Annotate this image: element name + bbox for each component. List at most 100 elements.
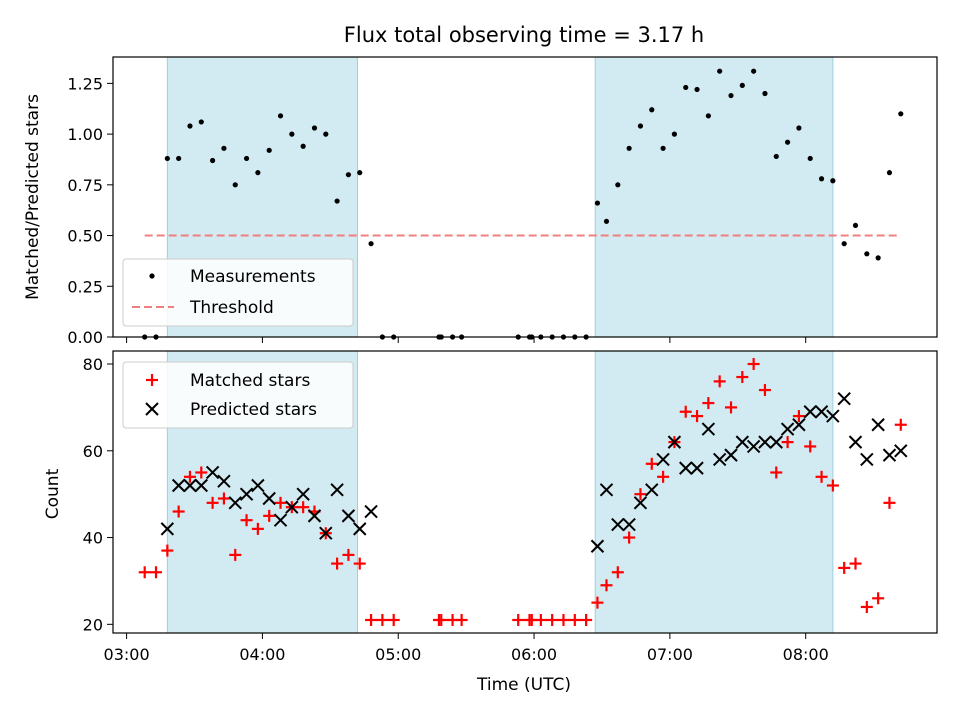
matched-stars-point [815, 470, 828, 483]
predicted-stars-point-b [633, 496, 648, 510]
predicted-stars-point [814, 405, 829, 419]
predicted-stars-point [769, 435, 783, 449]
matched-stars-point [600, 579, 613, 592]
predicted-stars-point [341, 509, 356, 523]
predicted-stars-point-b [679, 461, 693, 475]
top-shaded-regions [166, 56, 834, 338]
predicted-stars-point [330, 483, 344, 497]
predicted-stars-point-b [307, 509, 322, 523]
predicted-stars-point [171, 478, 186, 493]
predicted-stars-point-b [894, 444, 908, 458]
matched-stars-point [251, 522, 264, 535]
measurement-point [796, 125, 802, 131]
matched-stars-point [894, 418, 907, 431]
bottom-panel: 20 40 60 80 03:00 04:00 05:00 06:00 07:00 08:00 M… [83, 350, 938, 664]
measurement-point [357, 170, 363, 176]
matched-stars-point [161, 544, 174, 557]
matched-stars-point [376, 613, 389, 626]
predicted-stars-point [712, 452, 727, 467]
predicted-stars-point-b [251, 478, 265, 493]
matched-stars-point [297, 501, 310, 514]
predicted-stars-point [319, 526, 333, 540]
predicted-stars-point [894, 444, 908, 458]
matched-stars-point [546, 613, 559, 626]
matched-stars-point [713, 375, 726, 388]
top-legend-box [122, 258, 354, 327]
measurement-point [660, 145, 666, 151]
predicted-stars-point [307, 509, 322, 523]
measurement-point [864, 251, 870, 257]
matched-stars-point [826, 479, 839, 492]
legend-predicted-marker [145, 402, 159, 416]
measurement-point [875, 255, 881, 261]
predicted-stars-point [826, 409, 840, 423]
bottom-x-tick-label: 03:00 [104, 645, 150, 664]
x-axis-label: Time (UTC) [476, 675, 571, 695]
predicted-stars-point-b [724, 448, 738, 462]
measurement-point [300, 143, 306, 149]
bottom-y-axis-label: Count [43, 468, 63, 519]
top-y-axis-label: Matched/Predicted stars [23, 94, 43, 300]
measurement-point [243, 155, 250, 162]
matched-stars-point [747, 358, 760, 371]
matched-stars-point [623, 531, 636, 544]
measurement-point [289, 131, 295, 137]
matched-stars-point [860, 600, 873, 613]
predicted-stars-point [273, 513, 288, 527]
predicted-stars-point-b [353, 522, 367, 536]
measurement-point [594, 200, 601, 206]
predicted-stars-point-b [667, 435, 682, 449]
matched-stars-point [557, 613, 570, 626]
predicted-stars-point-b [746, 439, 761, 454]
predicted-stars-point-b [848, 435, 863, 449]
predicted-stars-point [239, 487, 254, 501]
top-axes-frame [112, 56, 938, 338]
predicted-stars-point [803, 405, 817, 419]
predicted-stars-point [679, 461, 693, 475]
predicted-stars-point-b [285, 500, 299, 514]
measurement-point [739, 82, 745, 89]
bottom-x-tick-label: 06:00 [511, 645, 557, 664]
measurement-point [818, 176, 825, 182]
measurement-point [841, 241, 847, 247]
predicted-stars-point-b [860, 452, 874, 467]
predicted-stars-point [860, 452, 874, 467]
measurement-point [368, 241, 374, 247]
predicted-stars-point-b [622, 517, 636, 532]
bottom-axis-ticks: 20 40 60 80 03:00 04:00 05:00 06:00 07:00 08:00 [83, 355, 829, 664]
legend-matched-label: Matched stars [190, 371, 310, 391]
predicted-stars-point-b [735, 435, 750, 449]
legend-predicted-label: Predicted stars [190, 400, 317, 420]
legend-measurements-label: Measurements [190, 267, 316, 287]
matched-stars-point [331, 557, 344, 570]
measurement-point [694, 86, 700, 93]
predicted-stars-point [882, 448, 897, 462]
bottom-x-tick-label: 04:00 [239, 645, 285, 664]
top-panel: 0.00 0.25 0.50 0.75 1.00 1.25 Measurements Th… [67, 56, 938, 347]
measurement-point [187, 123, 193, 129]
matched-stars-point [274, 496, 287, 509]
bottom-shaded-region-2 [594, 350, 834, 634]
predicted-stars-point [364, 504, 378, 519]
bottom-axes-frame [112, 350, 938, 634]
measurement-point [198, 119, 204, 125]
measurement-point [728, 92, 734, 99]
bottom-y-tick-label: 60 [83, 442, 103, 461]
top-y-tick-label: 0.25 [67, 277, 103, 296]
measurement-point [164, 155, 170, 162]
matched-stars-point [645, 457, 658, 470]
matched-stars-point [534, 613, 547, 626]
matched-stars-point [634, 488, 647, 501]
predicted-stars-point [285, 500, 299, 514]
measurement-point [784, 139, 791, 145]
predicted-stars-point [183, 478, 197, 493]
bottom-y-tick-label: 20 [83, 615, 103, 634]
matched-stars-point [240, 514, 253, 527]
predicted-stars-point [837, 392, 851, 406]
predicted-stars-point-b [364, 504, 378, 519]
predicted-stars-point [701, 422, 716, 436]
predicted-stars-point [160, 522, 175, 536]
predicted-stars-point-b [273, 513, 288, 527]
predicted-stars-point-b [296, 487, 310, 501]
